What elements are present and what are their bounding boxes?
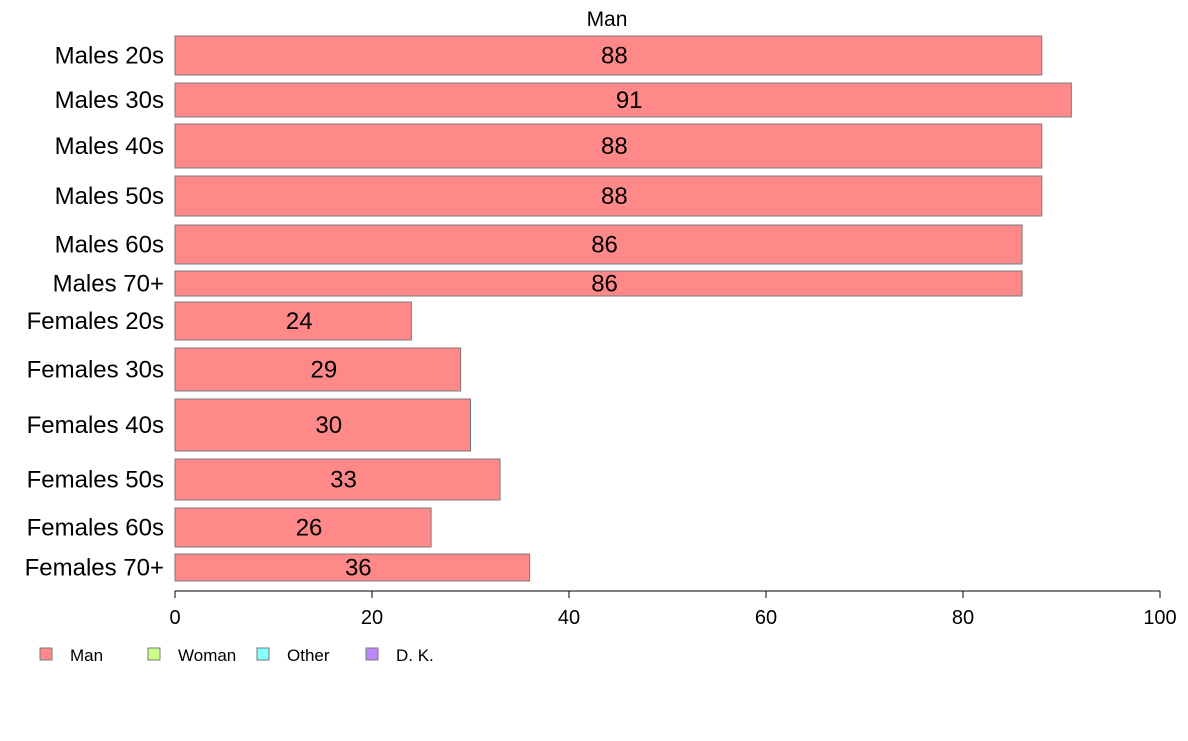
value-label: 88	[601, 43, 628, 70]
value-label: 33	[330, 467, 357, 494]
value-label: 26	[296, 515, 323, 542]
category-label: Males 40s	[55, 133, 164, 160]
category-label: Females 40s	[27, 412, 164, 439]
x-tick-label: 0	[169, 607, 180, 629]
category-label: Males 50s	[55, 183, 164, 210]
x-axis: 0 20 40 60 80 100	[169, 590, 1177, 629]
bar	[174, 175, 1043, 217]
category-label: Males 60s	[55, 232, 164, 259]
x-tick-label: 80	[952, 607, 974, 629]
category-label: Females 20s	[27, 308, 164, 335]
bar	[174, 270, 1023, 297]
bar	[174, 458, 501, 501]
category-label: Males 70+	[53, 271, 164, 298]
value-label: 30	[315, 412, 342, 439]
value-label: 91	[616, 87, 643, 114]
bars-layer	[174, 35, 1072, 582]
category-label: Males 20s	[55, 43, 164, 70]
bar	[174, 224, 1023, 265]
category-label: Females 60s	[27, 515, 164, 542]
legend-swatch	[147, 647, 161, 661]
category-label: Females 70+	[25, 555, 164, 582]
bar	[174, 123, 1043, 169]
category-label: Females 50s	[27, 467, 164, 494]
chart-title: Man	[587, 8, 628, 31]
legend: Man Woman Other D. K.	[39, 646, 434, 665]
value-label: 24	[286, 308, 313, 335]
legend-swatch	[256, 647, 270, 661]
bar	[174, 507, 432, 548]
category-label: Males 30s	[55, 87, 164, 114]
bar	[174, 398, 471, 452]
legend-swatch	[39, 647, 53, 661]
value-label: 36	[345, 555, 372, 582]
value-label: 88	[601, 183, 628, 210]
value-label: 86	[591, 232, 618, 259]
value-labels-layer: 88 91 88 88 86 86 24 29 30 33 26 36	[286, 43, 643, 582]
x-tick-label: 40	[558, 607, 580, 629]
legend-label: D. K.	[396, 646, 434, 665]
x-tick-label: 100	[1143, 607, 1176, 629]
bar	[174, 35, 1043, 76]
legend-label: Other	[287, 646, 330, 665]
category-label: Females 30s	[27, 357, 164, 384]
legend-label: Woman	[178, 646, 236, 665]
bar	[174, 553, 531, 582]
x-tick-label: 60	[755, 607, 777, 629]
legend-swatch	[365, 647, 379, 661]
legend-label: Man	[70, 646, 103, 665]
value-label: 86	[591, 271, 618, 298]
bar	[174, 82, 1072, 118]
value-label: 29	[310, 357, 337, 384]
x-tick-label: 20	[361, 607, 383, 629]
bar	[174, 347, 462, 392]
bar	[174, 301, 412, 341]
value-label: 88	[601, 133, 628, 160]
category-labels-layer: Males 20s Males 30s Males 40s Males 50s Male…	[25, 43, 164, 582]
